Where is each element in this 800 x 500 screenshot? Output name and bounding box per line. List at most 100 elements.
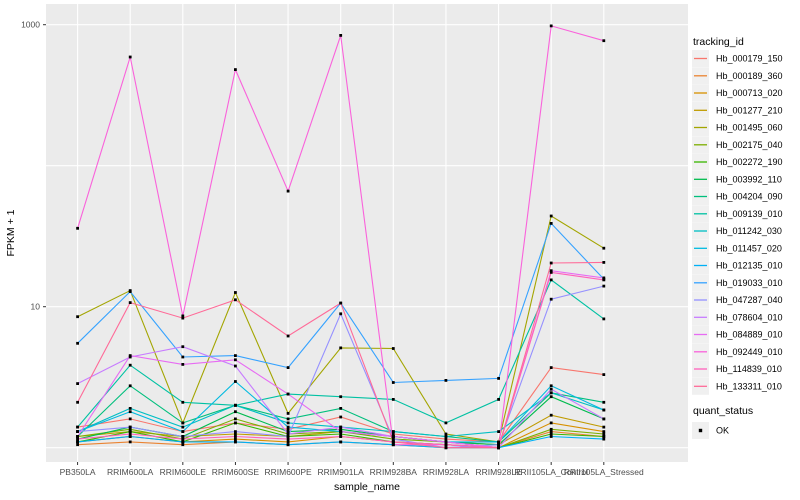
data-point: [497, 443, 500, 447]
data-point: [497, 440, 500, 444]
quant-status-label: OK: [716, 426, 729, 436]
data-point: [286, 392, 290, 396]
data-point: [549, 432, 553, 436]
data-point: [234, 435, 237, 438]
data-point: [339, 440, 343, 444]
data-point: [549, 430, 553, 433]
data-point: [549, 391, 553, 395]
legend-item-label: Hb_002272_190: [716, 157, 783, 167]
y-tick-label: 1000: [21, 20, 40, 30]
data-point: [549, 222, 553, 225]
x-tick-label: RRII105LA_Stressed: [564, 467, 644, 477]
data-point: [286, 412, 290, 415]
data-point: [76, 382, 79, 385]
data-point: [602, 261, 606, 264]
data-point: [181, 363, 185, 366]
x-tick-label: RRIM600PE: [264, 467, 312, 477]
data-point: [76, 443, 79, 447]
x-tick-label: RRIM928LE: [475, 467, 522, 477]
legend-item-label: Hb_092449_010: [716, 347, 783, 357]
data-point: [549, 435, 553, 438]
data-point: [549, 366, 553, 369]
data-point: [181, 440, 185, 444]
data-point: [549, 278, 553, 282]
legend-item-label: Hb_009139_010: [716, 209, 783, 219]
data-point: [286, 435, 290, 438]
data-point: [128, 55, 132, 59]
data-point: [339, 435, 343, 438]
legend-item-label: Hb_000189_360: [716, 71, 783, 81]
data-point: [76, 425, 79, 429]
x-tick-label: RRIM600LE: [160, 467, 207, 477]
data-point: [549, 24, 553, 28]
data-point: [181, 314, 185, 318]
data-point: [286, 440, 290, 444]
data-point: [286, 427, 290, 431]
data-point: [76, 226, 79, 230]
x-tick-label: PB350LA: [60, 467, 96, 477]
data-point: [391, 437, 395, 441]
data-point: [76, 440, 79, 444]
data-point: [602, 432, 606, 436]
legend-title: tracking_id: [693, 36, 744, 48]
x-axis-title: sample_name: [334, 481, 400, 493]
data-point: [549, 421, 553, 425]
data-point: [128, 410, 132, 414]
data-point: [602, 276, 606, 280]
data-point: [286, 432, 290, 436]
legend-item-label: Hb_003992_110: [716, 174, 782, 184]
data-point: [444, 443, 448, 447]
data-point: [602, 400, 606, 404]
data-point: [286, 417, 290, 421]
data-point: [339, 432, 343, 436]
data-point: [549, 427, 553, 431]
plot-panel: [46, 4, 688, 462]
data-point: [444, 446, 448, 450]
data-point: [234, 417, 237, 421]
data-point: [76, 437, 79, 441]
y-axis-title: FPKM + 1: [5, 209, 17, 256]
x-tick-label: RRIM600LA: [107, 467, 154, 477]
data-point: [549, 214, 553, 218]
x-tick-label: RRIM928LA: [423, 467, 470, 477]
data-point: [549, 261, 553, 265]
legend-item-label: Hb_019033_010: [716, 278, 783, 288]
data-point: [339, 34, 343, 37]
data-point: [76, 435, 79, 438]
data-point: [234, 432, 237, 436]
data-point: [181, 316, 185, 320]
data-point: [602, 430, 606, 433]
legend-item-label: Hb_011242_030: [716, 226, 782, 236]
data-point: [128, 384, 132, 388]
data-point: [444, 435, 448, 438]
data-point: [181, 355, 185, 359]
data-point: [181, 430, 185, 433]
data-point: [602, 284, 606, 288]
data-point: [391, 443, 395, 447]
data-point: [497, 377, 500, 380]
data-point: [128, 290, 132, 293]
y-tick-label: 10: [31, 302, 41, 312]
data-point: [181, 443, 185, 447]
data-point: [234, 440, 237, 444]
data-point: [444, 421, 448, 425]
data-point: [549, 395, 553, 399]
x-tick-label: RRIM928BA: [370, 467, 418, 477]
legend-item-label: Hb_000713_020: [716, 88, 783, 98]
legend-item-label: Hb_133311_010: [716, 381, 782, 391]
data-point: [549, 387, 553, 391]
data-point: [234, 364, 237, 368]
data-point: [234, 291, 237, 294]
data-point: [339, 346, 343, 350]
data-point: [549, 269, 553, 273]
data-point: [286, 443, 290, 447]
data-point: [128, 440, 132, 444]
data-point: [339, 425, 343, 429]
data-point: [549, 297, 553, 301]
data-point: [602, 246, 606, 250]
data-point: [602, 39, 606, 43]
data-point: [76, 400, 79, 404]
data-point: [549, 413, 553, 417]
data-point: [234, 430, 237, 433]
data-point: [286, 437, 290, 441]
